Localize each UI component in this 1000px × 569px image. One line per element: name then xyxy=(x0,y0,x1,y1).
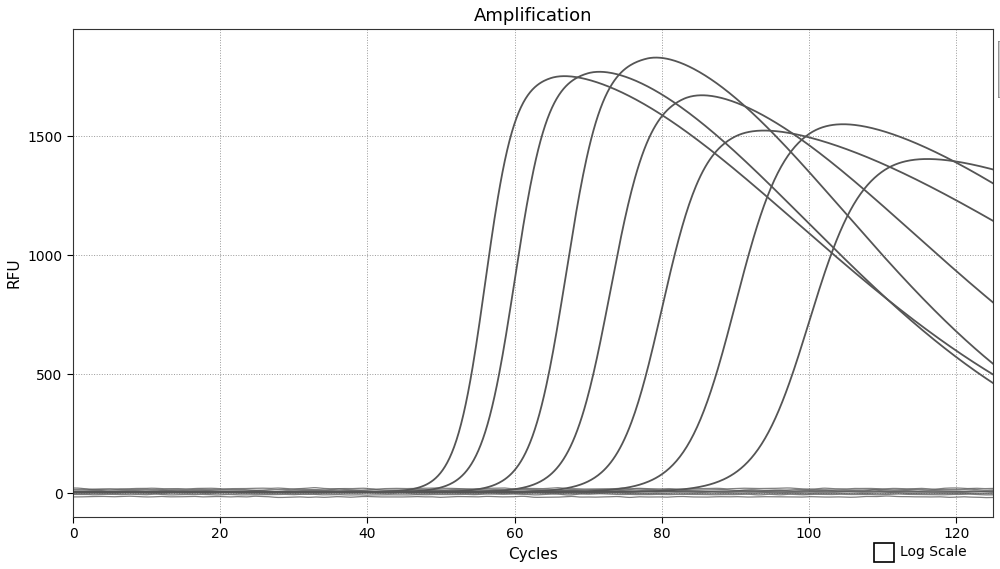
Title: Amplification: Amplification xyxy=(474,7,592,25)
X-axis label: Cycles: Cycles xyxy=(508,547,558,562)
Text: Log Scale: Log Scale xyxy=(900,546,967,559)
Y-axis label: RFU: RFU xyxy=(7,258,22,288)
